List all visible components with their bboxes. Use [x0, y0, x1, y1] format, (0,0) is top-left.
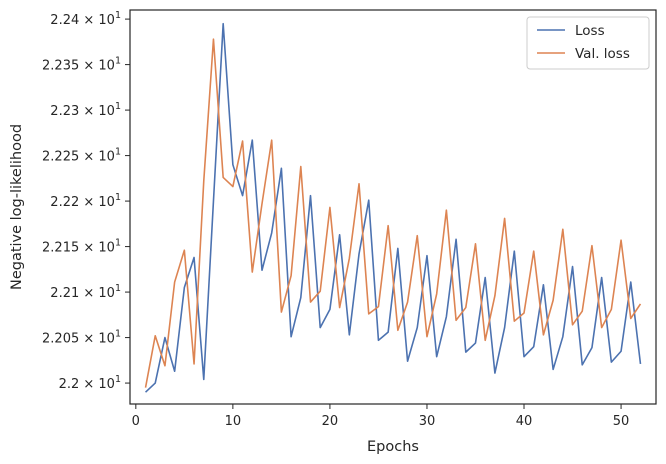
y-tick-label: 2.23 × 101 — [50, 101, 121, 119]
x-tick-label: 40 — [516, 414, 533, 429]
legend: Loss Val. loss — [526, 16, 650, 70]
plot-frame — [129, 9, 657, 405]
plot-lines — [144, 22, 642, 393]
x-tick-label: 10 — [225, 414, 242, 429]
x-axis-ticks: 0 10 20 30 40 50 — [132, 404, 630, 429]
legend-label: Val. loss — [575, 46, 630, 62]
y-axis-title: Negative log-likelihood — [9, 124, 25, 290]
x-axis-title: Epochs — [367, 439, 419, 455]
y-tick-label: 2.21 × 101 — [50, 283, 121, 301]
x-tick-label: 30 — [419, 414, 436, 429]
y-axis-ticks: 2.2 × 101 2.205 × 101 2.21 × 101 2.215 × 10… — [42, 10, 130, 392]
y-tick-label: 2.215 × 101 — [42, 238, 121, 256]
y-tick-label: 2.2 × 101 — [59, 374, 121, 392]
y-tick-label: 2.205 × 101 — [42, 329, 121, 347]
y-tick-label: 2.24 × 101 — [50, 10, 121, 28]
series-line-val-loss — [144, 38, 642, 388]
x-tick-label: 0 — [132, 414, 140, 429]
y-tick-label: 2.235 × 101 — [42, 56, 121, 74]
legend-label: Loss — [575, 23, 605, 39]
y-tick-label: 2.225 × 101 — [42, 147, 121, 165]
x-tick-label: 20 — [322, 414, 339, 429]
series-line-loss — [144, 22, 642, 393]
x-tick-label: 50 — [613, 414, 630, 429]
y-tick-label: 2.22 × 101 — [50, 192, 121, 210]
